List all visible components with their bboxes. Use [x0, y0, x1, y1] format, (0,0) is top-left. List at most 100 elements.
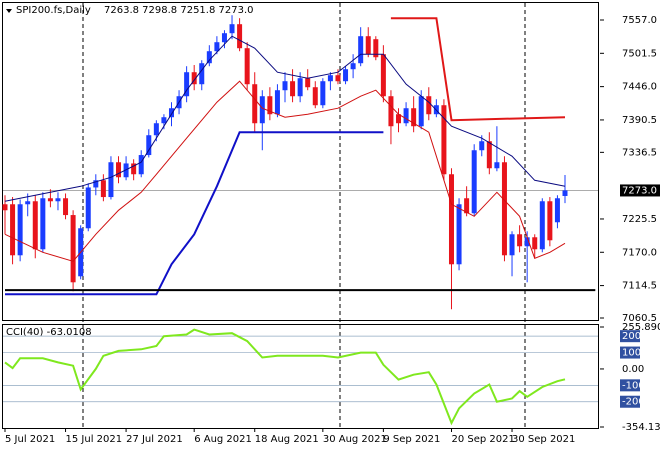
candle-body [93, 180, 99, 188]
candle-body [2, 204, 8, 211]
indicator-line [4, 35, 566, 202]
cci-label: CCI(40) -63.0108 [6, 327, 92, 338]
candle-body [562, 190, 568, 196]
candle-body [426, 96, 432, 115]
candle-body [335, 75, 341, 82]
cci-level-box [620, 346, 640, 359]
candle-body [63, 198, 69, 216]
candle-body [191, 72, 197, 85]
indicator-line [390, 17, 566, 122]
cci-tick-label: 255.8902 [622, 322, 660, 333]
candle-body [539, 201, 545, 250]
candle-body [259, 96, 265, 124]
candle-body [221, 33, 227, 43]
candle-body [471, 150, 477, 214]
candle-body [290, 81, 296, 97]
candle-body [206, 51, 212, 64]
candle-body [396, 114, 402, 124]
candle-body [161, 117, 167, 124]
candle-body [547, 201, 553, 241]
x-tick-label: 15 Jul 2021 [66, 434, 123, 445]
candle-body [100, 180, 106, 198]
x-tick-label: 6 Aug 2021 [194, 434, 252, 445]
ohlc-text: 7263.8 7298.8 7251.8 7273.0 [104, 5, 254, 16]
dropdown-icon [6, 9, 12, 13]
candle-body [267, 96, 273, 115]
candle-body [123, 163, 129, 178]
candle-body [448, 174, 454, 265]
candle-body [524, 237, 530, 247]
candle-body [10, 204, 16, 256]
x-tick-label: 27 Jul 2021 [126, 434, 183, 445]
candle-body [418, 96, 424, 127]
cci-tick-label: 0.00 [622, 364, 644, 375]
candle-body [55, 198, 61, 202]
candle-body [282, 81, 288, 91]
y-tick-label: 7336.5 [622, 147, 657, 158]
indicator-line [5, 131, 384, 296]
candle-body [456, 204, 462, 265]
candle-body [388, 96, 394, 127]
candle-body [380, 54, 386, 97]
candle-body [501, 162, 507, 256]
y-tick-label: 7501.5 [622, 48, 657, 59]
candle-body [153, 123, 159, 136]
candle-body [320, 81, 326, 106]
cci-level-box [620, 379, 640, 392]
x-tick-label: 30 Aug 2021 [323, 434, 387, 445]
candle-body [252, 84, 258, 124]
symbol-title: SPI200.fs,Daily [16, 5, 91, 16]
candle-body [532, 237, 538, 250]
x-tick-label: 20 Sep 2021 [451, 434, 514, 445]
y-tick-label: 7060.5 [622, 313, 657, 324]
cci-level-box [620, 395, 640, 408]
candle-body [373, 39, 379, 58]
candle-body [237, 24, 243, 49]
candle-body [305, 78, 311, 88]
candle-body [70, 215, 76, 283]
candle-body [312, 87, 318, 106]
x-tick-label: 5 Jul 2021 [5, 434, 55, 445]
candle-body [244, 48, 250, 85]
candle-body [343, 69, 349, 82]
candle-body [146, 135, 152, 156]
candle-body [486, 141, 492, 169]
candle-body [214, 42, 220, 52]
candle-body [32, 201, 38, 250]
candle-body [494, 162, 500, 169]
candle-body [199, 63, 205, 85]
y-tick-label: 7225.5 [622, 214, 657, 225]
candle-body [274, 90, 280, 115]
candle-body [479, 141, 485, 151]
candle-body [108, 162, 114, 198]
candle-body [411, 108, 417, 127]
y-tick-label: 7557.0 [622, 15, 657, 26]
candle-body [327, 75, 333, 82]
x-tick-label: 18 Aug 2021 [255, 434, 319, 445]
candle-body [184, 72, 190, 97]
cci-frame [2, 324, 599, 429]
indicator-line [4, 80, 566, 262]
cci-line [4, 328, 566, 426]
candle-body [25, 201, 31, 205]
x-tick-label: 30 Sep 2021 [512, 434, 575, 445]
y-tick-label: 7446.0 [622, 82, 657, 93]
y-tick-label: 7170.0 [622, 247, 657, 258]
price-label: 7273.0 [622, 185, 657, 196]
cci-level-label: -100 [622, 380, 645, 391]
y-tick-label: 7114.5 [622, 281, 657, 292]
candle-body [517, 234, 523, 247]
candle-body [229, 24, 235, 34]
candle-body [403, 108, 409, 124]
candle-body [358, 36, 364, 64]
candle-body [365, 36, 371, 55]
cci-level-label: -200 [622, 397, 645, 408]
cci-level-label: 200 [622, 331, 641, 342]
candle-body [116, 162, 122, 178]
price-label-box [620, 184, 660, 197]
cci-level-box [620, 330, 640, 343]
candle-body [168, 108, 174, 118]
x-tick-label: 9 Sep 2021 [383, 434, 440, 445]
